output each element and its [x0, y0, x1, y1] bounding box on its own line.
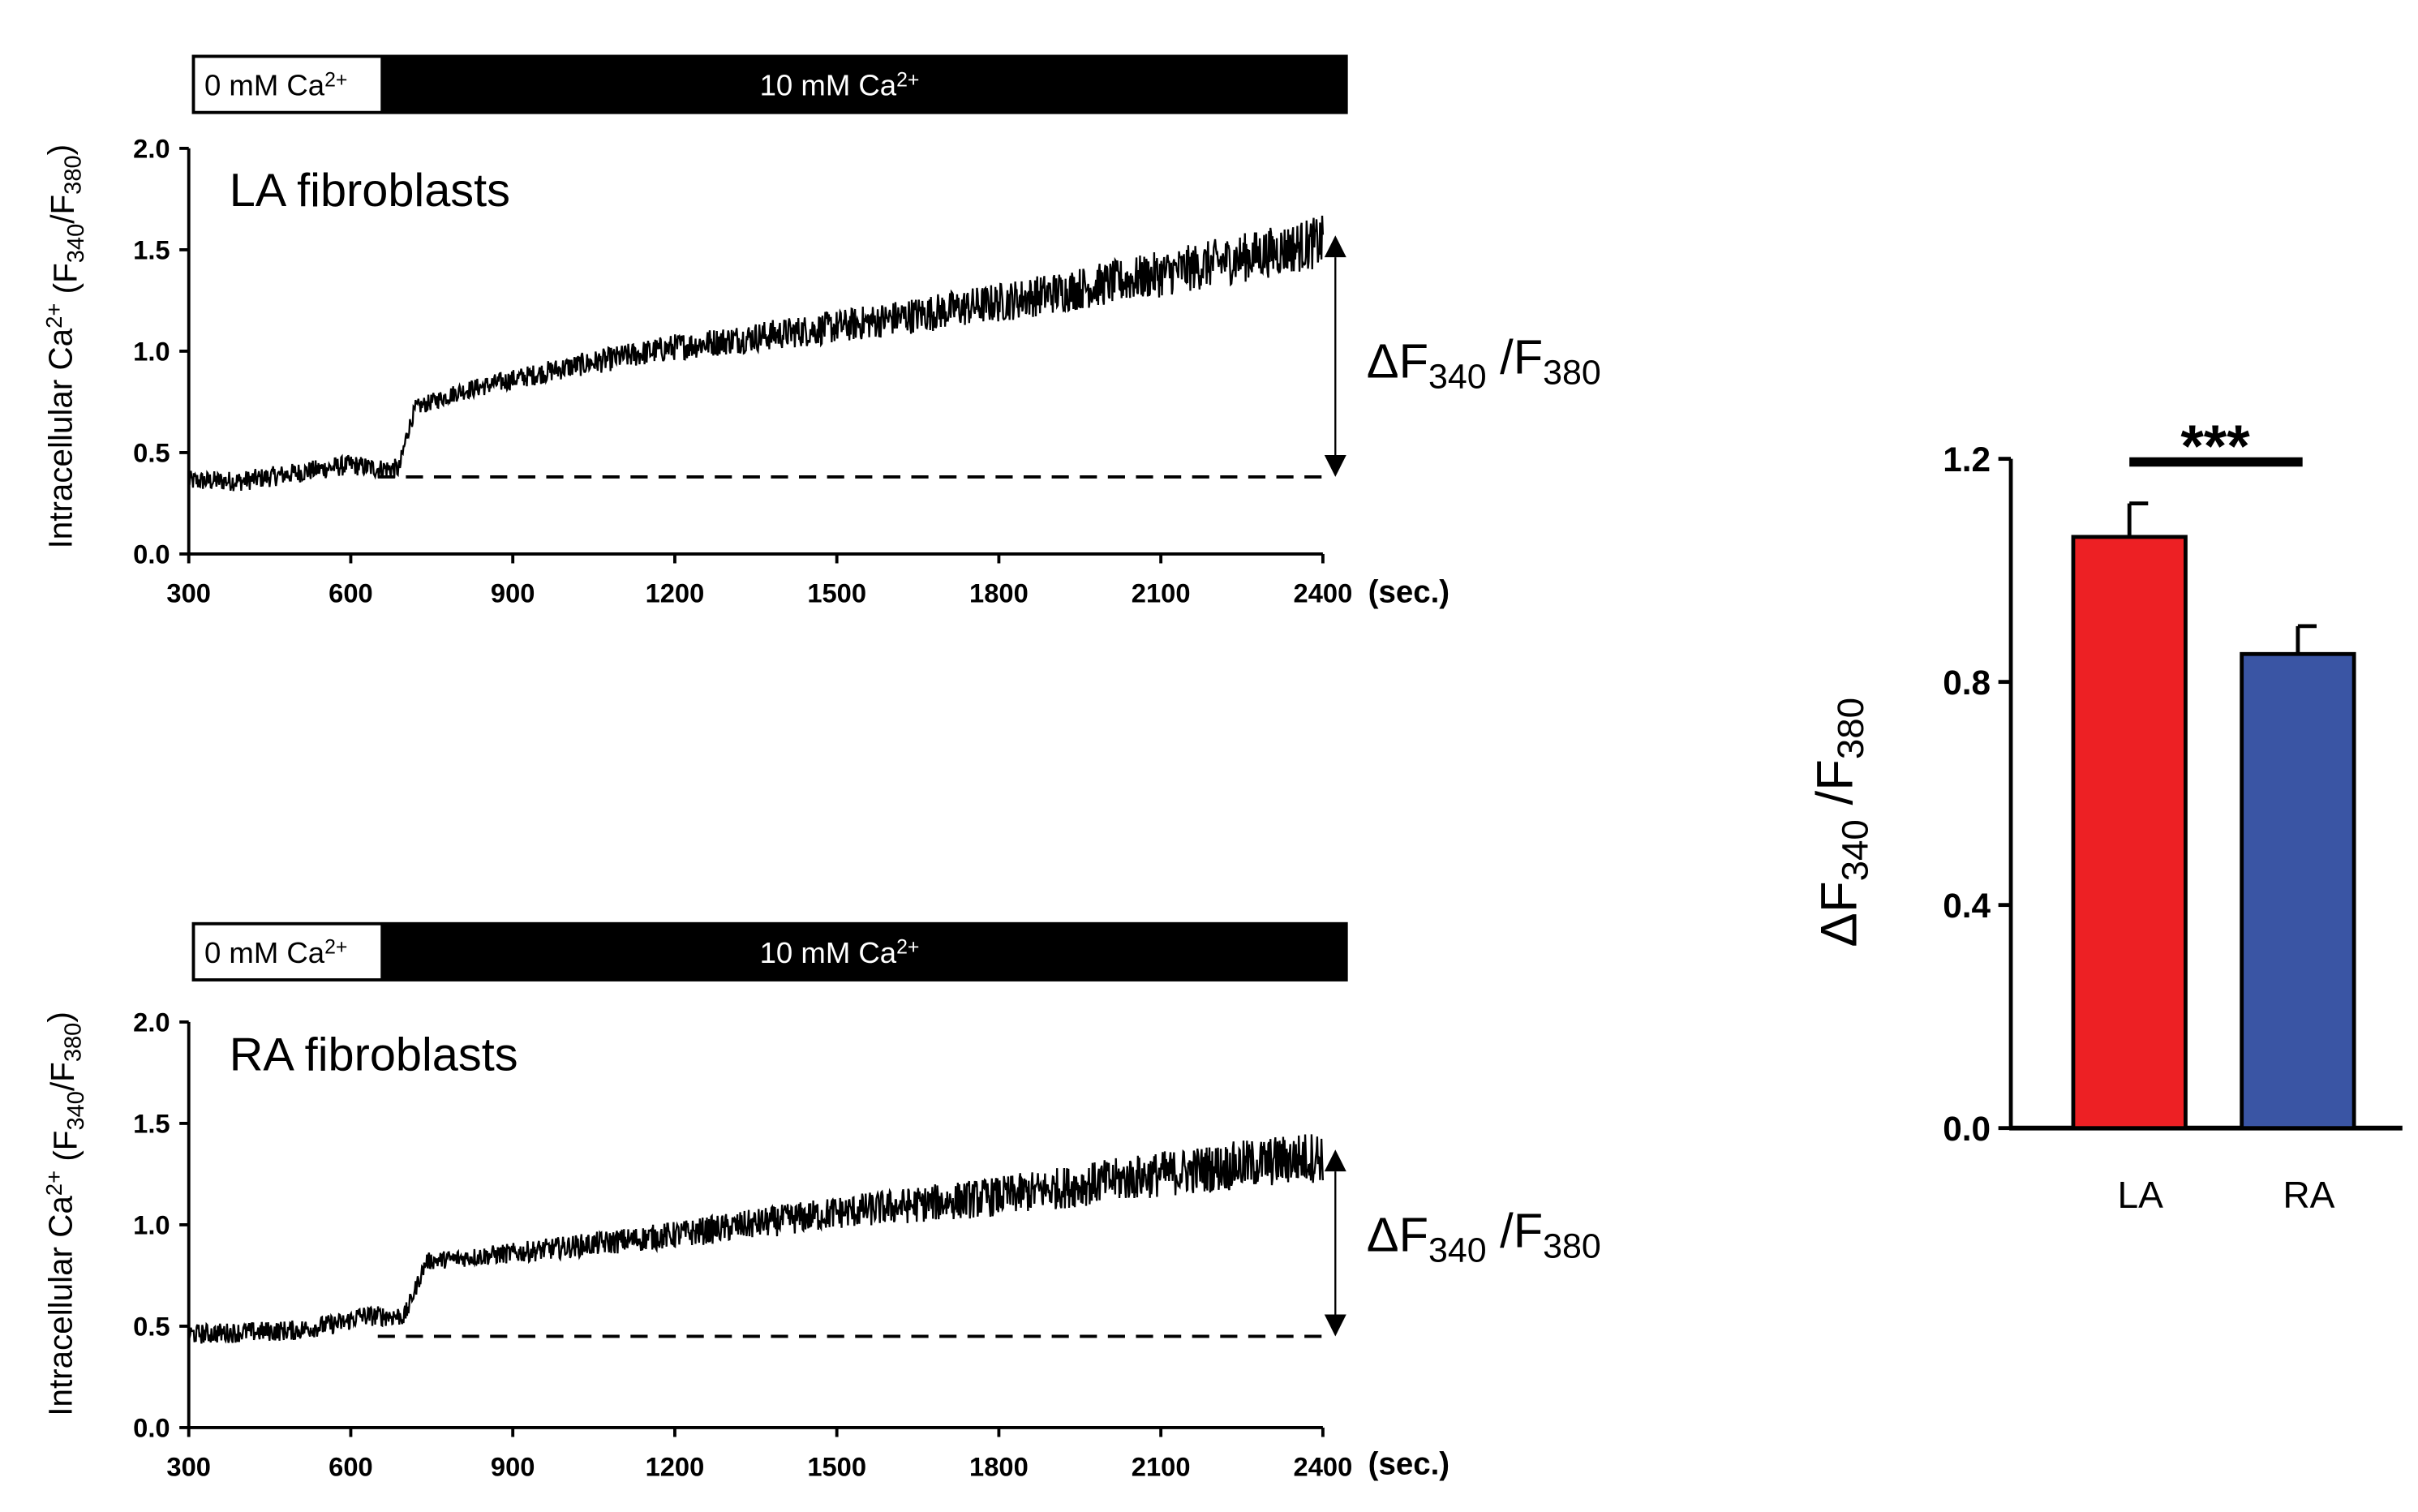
bar-category-label: LA	[2117, 1174, 2163, 1216]
delta-arrow-head-down	[1324, 1314, 1346, 1337]
y-tick-label: 1.5	[133, 234, 170, 264]
bar-ra	[2240, 651, 2356, 1131]
la-solution-low-label: 0 mM Ca2+​	[204, 69, 347, 102]
bar-y-tick-label: 0.0	[1943, 1110, 1991, 1148]
ra-calcium-trace	[187, 1134, 1325, 1344]
bar-y-axis-label: ΔF340​ /F380​	[1806, 698, 1875, 947]
ra-delta-label: ΔF340​ /F380​	[1367, 1204, 1601, 1270]
y-tick-label: 1.0	[133, 336, 170, 366]
y-tick-label: 0.5	[133, 437, 170, 467]
x-tick-label: 600	[329, 1452, 373, 1482]
bar-y-tick-label: 0.8	[1943, 664, 1991, 702]
ra-y-axis-label: Intracellular Ca2+​ (F340​/F380​)	[41, 1012, 89, 1416]
x-tick-label: 900	[491, 578, 535, 608]
x-tick-label: 2100	[1132, 578, 1191, 608]
x-tick-label: 1200	[646, 578, 705, 608]
bar-category-label: RA	[2283, 1174, 2334, 1216]
x-tick-label: 1500	[807, 1452, 866, 1482]
delta-arrow-head-down	[1324, 455, 1346, 477]
la-delta-label: ΔF340​ /F380​	[1367, 330, 1601, 397]
ra-trace-panel: 0 mM Ca2+​ 10 mM Ca2+​ Intracellular Ca2…	[41, 921, 1601, 1482]
delta-arrow-head-up	[1324, 235, 1346, 258]
la-panel-label: LA fibroblasts	[230, 165, 510, 217]
la-solution-high-label: 10 mM Ca2+​	[760, 69, 920, 102]
x-tick-label: 2100	[1132, 1452, 1191, 1482]
bar-la	[2071, 535, 2188, 1131]
x-tick-label: 600	[329, 578, 373, 608]
ra-panel-label: RA fibroblasts	[230, 1029, 518, 1081]
la-trace-panel: 0 mM Ca2+​ 10 mM Ca2+​ Intracellular Ca2…	[41, 54, 1601, 610]
bar-bars: LA RA	[2071, 501, 2356, 1216]
la-x-ticks: 300 600 900 1200 1500 1800 2100 2400	[166, 553, 1353, 608]
bar-chart-panel: ΔF340​ /F380​ 0.0 0.4 0.8 1.2 LA RA ***	[1806, 414, 2403, 1216]
y-tick-label: 0.0	[133, 539, 170, 569]
x-tick-label: 1500	[807, 578, 866, 608]
ra-delta-arrow	[1324, 1149, 1346, 1337]
la-y-axis-label: Intracellular Ca2+​ (F340​/F380​)	[41, 144, 89, 549]
la-calcium-trace	[187, 215, 1325, 492]
ra-solution-bar: 0 mM Ca2+​ 10 mM Ca2+​	[191, 921, 1348, 982]
bar-y-ticks: 0.0 0.4 0.8 1.2	[1943, 440, 2012, 1148]
x-tick-label: 1800	[969, 578, 1029, 608]
y-tick-label: 2.0	[133, 133, 170, 163]
ra-solution-high-label: 10 mM Ca2+​	[760, 936, 920, 969]
ra-solution-low-label: 0 mM Ca2+​	[204, 936, 347, 969]
la-delta-arrow	[1324, 235, 1346, 477]
bar-y-tick-label: 0.4	[1943, 887, 1991, 925]
ra-x-ticks: 300 600 900 1200 1500 1800 2100 2400	[166, 1427, 1353, 1482]
la-x-unit-label: (sec.)	[1368, 575, 1450, 610]
x-tick-label: 1800	[969, 1452, 1029, 1482]
x-tick-label: 300	[166, 578, 211, 608]
y-tick-label: 1.0	[133, 1209, 170, 1239]
y-tick-label: 0.5	[133, 1311, 170, 1341]
y-tick-label: 0.0	[133, 1412, 170, 1442]
ra-x-unit-label: (sec.)	[1368, 1447, 1450, 1482]
y-tick-label: 1.5	[133, 1108, 170, 1138]
x-tick-label: 1200	[646, 1452, 705, 1482]
x-tick-label: 2400	[1294, 578, 1353, 608]
ra-y-ticks: 0.0 0.5 1.0 1.5 2.0	[133, 1007, 189, 1442]
y-tick-label: 2.0	[133, 1007, 170, 1037]
x-tick-label: 2400	[1294, 1452, 1353, 1482]
la-solution-bar: 0 mM Ca2+​ 10 mM Ca2+​	[191, 54, 1348, 114]
x-tick-label: 900	[491, 1452, 535, 1482]
delta-arrow-head-up	[1324, 1149, 1346, 1172]
significance-stars: ***	[2180, 414, 2250, 479]
la-y-ticks: 0.0 0.5 1.0 1.5 2.0	[133, 133, 189, 569]
x-tick-label: 300	[166, 1452, 211, 1482]
bar-y-tick-label: 1.2	[1943, 440, 1991, 479]
